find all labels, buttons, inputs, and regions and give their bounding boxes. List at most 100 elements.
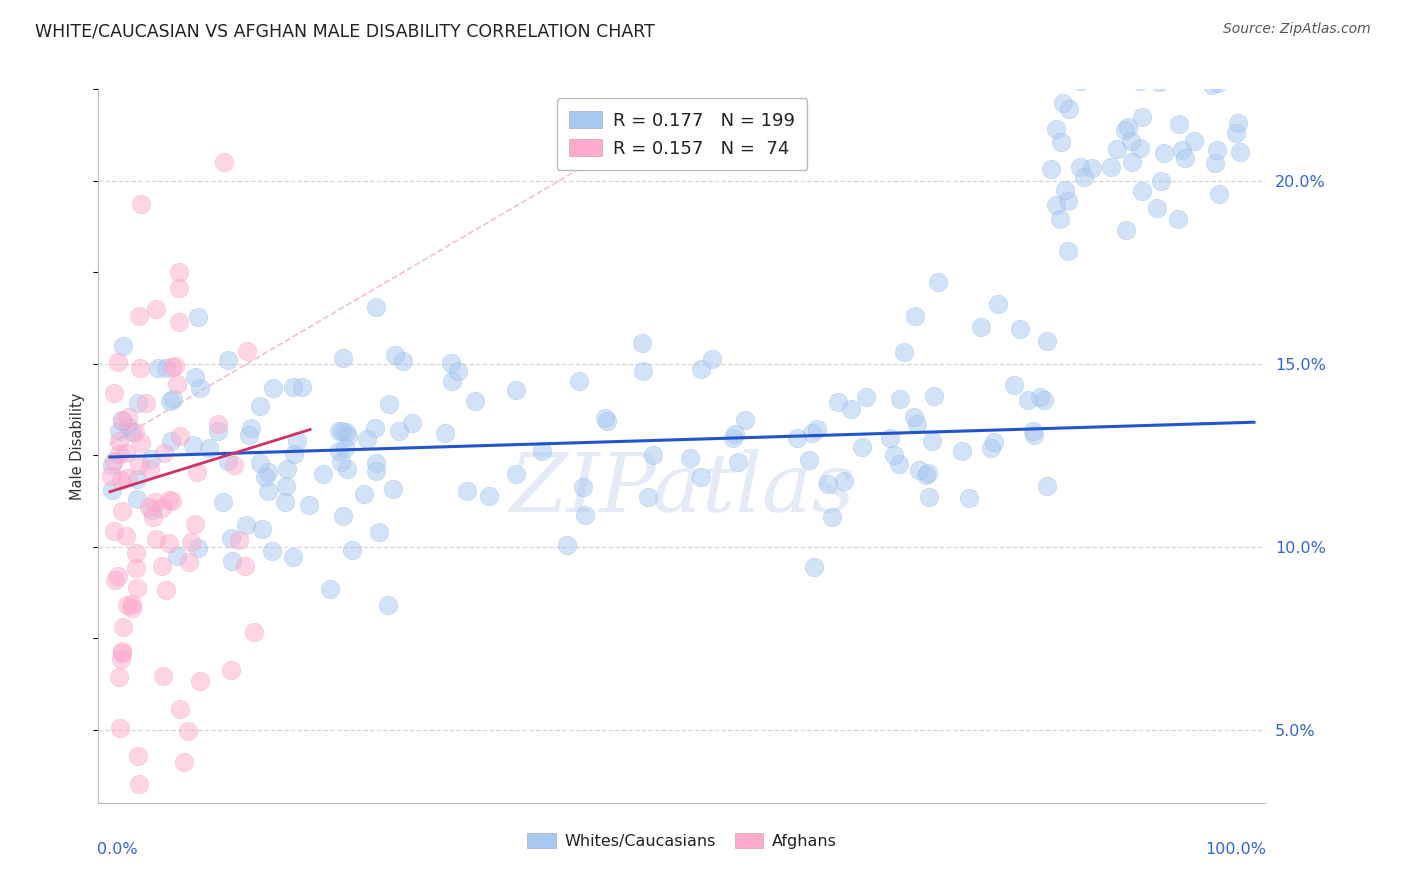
Point bbox=[312, 467, 335, 481]
Point bbox=[959, 491, 981, 505]
Point bbox=[817, 477, 839, 491]
Point bbox=[440, 355, 463, 369]
Point bbox=[908, 463, 931, 477]
Point bbox=[111, 646, 134, 660]
Point bbox=[364, 421, 387, 435]
Point bbox=[1182, 62, 1205, 76]
Point bbox=[446, 364, 468, 378]
Point bbox=[1129, 74, 1152, 88]
Point bbox=[257, 465, 280, 479]
Point bbox=[108, 424, 131, 438]
Point bbox=[392, 354, 415, 368]
Point bbox=[987, 297, 1010, 311]
Point bbox=[377, 397, 399, 411]
Point bbox=[1045, 197, 1067, 211]
Point bbox=[128, 777, 150, 791]
Point bbox=[173, 755, 195, 769]
Point bbox=[1054, 183, 1077, 197]
Point bbox=[921, 434, 943, 448]
Point bbox=[905, 417, 928, 431]
Point bbox=[128, 309, 150, 323]
Point bbox=[276, 462, 298, 476]
Point bbox=[797, 452, 820, 467]
Point bbox=[332, 508, 354, 523]
Point bbox=[235, 518, 257, 533]
Point bbox=[155, 360, 177, 375]
Point bbox=[253, 470, 276, 484]
Point bbox=[918, 490, 941, 504]
Point bbox=[1171, 143, 1194, 157]
Point bbox=[128, 458, 150, 472]
Point bbox=[1052, 96, 1074, 111]
Y-axis label: Male Disability: Male Disability bbox=[70, 392, 86, 500]
Point bbox=[721, 432, 744, 446]
Point bbox=[169, 315, 191, 329]
Point bbox=[841, 402, 863, 417]
Point bbox=[950, 443, 973, 458]
Point bbox=[1149, 174, 1171, 188]
Point bbox=[1057, 194, 1080, 208]
Point bbox=[1081, 161, 1104, 176]
Point bbox=[153, 446, 176, 460]
Point bbox=[281, 380, 304, 394]
Point bbox=[983, 435, 1005, 450]
Point bbox=[145, 533, 167, 547]
Point bbox=[283, 447, 305, 461]
Point bbox=[188, 381, 211, 395]
Point bbox=[478, 489, 501, 503]
Point bbox=[224, 458, 246, 473]
Point bbox=[108, 670, 131, 684]
Point bbox=[1205, 143, 1227, 157]
Point bbox=[893, 344, 915, 359]
Point bbox=[631, 336, 654, 351]
Point bbox=[274, 478, 297, 492]
Point bbox=[1115, 223, 1137, 237]
Point bbox=[160, 359, 183, 374]
Point bbox=[125, 472, 148, 486]
Point bbox=[219, 531, 242, 545]
Text: WHITE/CAUCASIAN VS AFGHAN MALE DISABILITY CORRELATION CHART: WHITE/CAUCASIAN VS AFGHAN MALE DISABILIT… bbox=[35, 22, 655, 40]
Point bbox=[368, 524, 391, 539]
Point bbox=[336, 462, 359, 476]
Point bbox=[641, 449, 664, 463]
Point bbox=[108, 447, 131, 461]
Text: 0.0%: 0.0% bbox=[97, 842, 138, 857]
Point bbox=[127, 581, 149, 595]
Point bbox=[291, 380, 314, 394]
Point bbox=[689, 362, 711, 376]
Point bbox=[1201, 78, 1223, 92]
Point bbox=[152, 669, 174, 683]
Point bbox=[801, 425, 824, 440]
Point bbox=[319, 582, 342, 596]
Point bbox=[127, 749, 149, 764]
Point bbox=[243, 625, 266, 640]
Point bbox=[364, 456, 387, 470]
Point bbox=[1153, 145, 1175, 160]
Point bbox=[127, 396, 149, 410]
Point bbox=[249, 400, 271, 414]
Point bbox=[384, 348, 406, 362]
Point bbox=[388, 424, 411, 438]
Point bbox=[249, 457, 271, 471]
Point bbox=[851, 440, 873, 454]
Point bbox=[139, 452, 162, 467]
Point bbox=[1121, 154, 1143, 169]
Point bbox=[637, 490, 659, 504]
Point bbox=[186, 465, 208, 479]
Point bbox=[366, 301, 388, 315]
Point bbox=[1206, 76, 1229, 90]
Point bbox=[1114, 123, 1136, 137]
Point bbox=[115, 446, 138, 460]
Point bbox=[217, 454, 239, 468]
Point bbox=[112, 339, 135, 353]
Point bbox=[190, 674, 212, 689]
Point bbox=[332, 424, 354, 438]
Point bbox=[530, 444, 553, 458]
Text: Source: ZipAtlas.com: Source: ZipAtlas.com bbox=[1223, 22, 1371, 37]
Point bbox=[377, 599, 399, 613]
Point bbox=[298, 499, 321, 513]
Point bbox=[574, 508, 596, 522]
Point bbox=[262, 381, 284, 395]
Point bbox=[980, 441, 1002, 455]
Point bbox=[129, 197, 152, 211]
